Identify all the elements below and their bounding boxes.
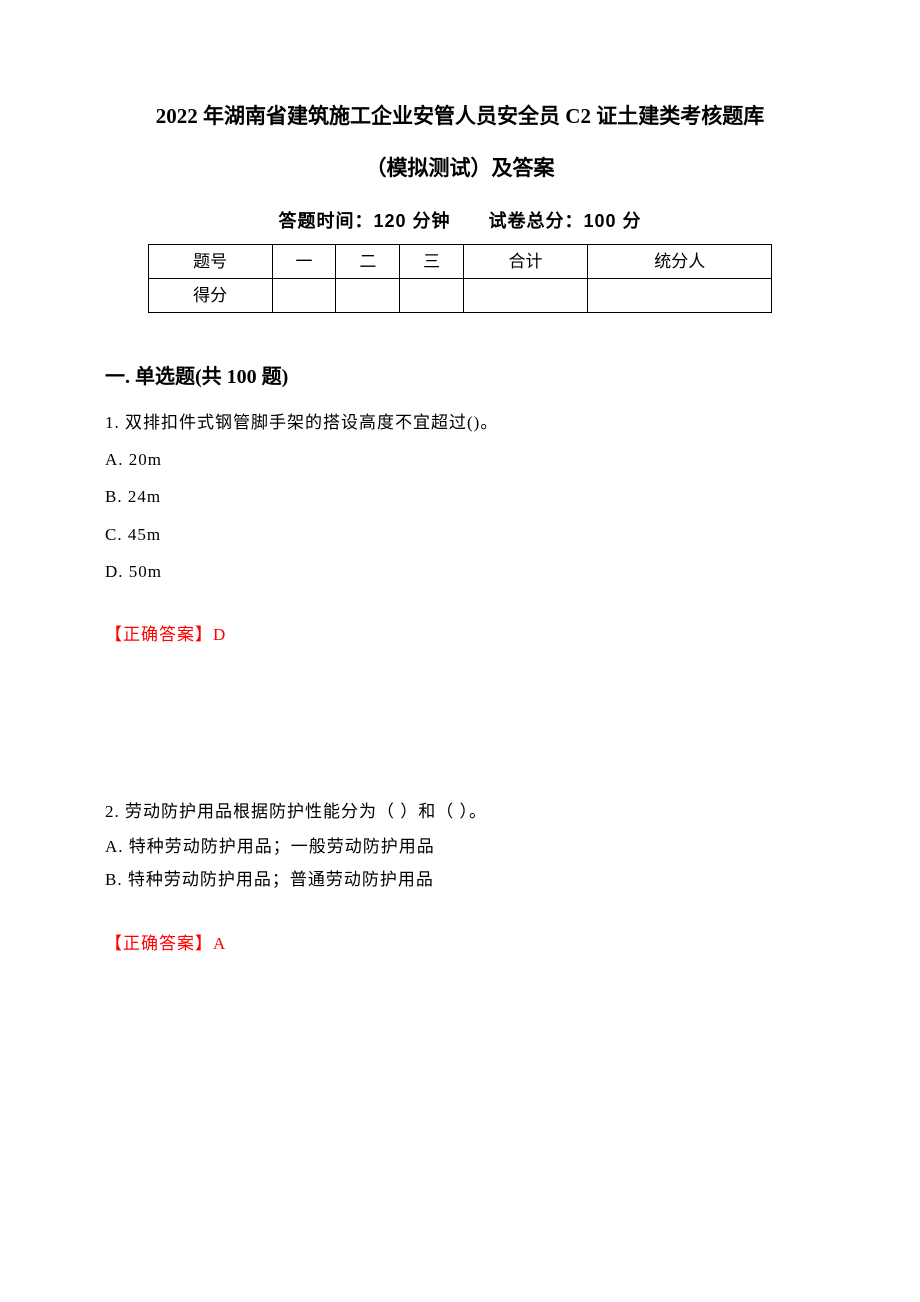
table-score-row: 得分 <box>148 278 772 312</box>
table-header-row: 题号 一 二 三 合计 统分人 <box>148 244 772 278</box>
question-1-option-b: B. 24m <box>105 483 815 510</box>
table-cell <box>588 278 772 312</box>
question-1-option-c: C. 45m <box>105 521 815 548</box>
question-1-text: 1. 双排扣件式钢管脚手架的搭设高度不宜超过()。 <box>105 409 815 436</box>
section-title: 一. 单选题(共 100 题) <box>105 361 815 393</box>
table-header-cell: 一 <box>272 244 336 278</box>
question-1-answer: 【正确答案】D <box>105 621 815 648</box>
question-2-option-a: A. 特种劳动防护用品；一般劳动防护用品 <box>105 833 815 860</box>
table-cell <box>336 278 400 312</box>
table-header-cell: 题号 <box>148 244 272 278</box>
table-header-cell: 三 <box>400 244 464 278</box>
question-2-option-b: B. 特种劳动防护用品；普通劳动防护用品 <box>105 866 815 893</box>
answer-label: 【正确答案】 <box>105 625 213 644</box>
table-header-cell: 统分人 <box>588 244 772 278</box>
answer-value: A <box>213 934 226 953</box>
table-cell <box>464 278 588 312</box>
document-title-line1: 2022 年湖南省建筑施工企业安管人员安全员 C2 证土建类考核题库 <box>105 100 815 134</box>
table-header-cell: 二 <box>336 244 400 278</box>
table-header-cell: 合计 <box>464 244 588 278</box>
table-cell <box>272 278 336 312</box>
question-2-block: 2. 劳动防护用品根据防护性能分为（ ）和（ ）。 A. 特种劳动防护用品；一般… <box>105 798 815 957</box>
answer-value: D <box>213 625 226 644</box>
document-title-line2: （模拟测试）及答案 <box>105 152 815 186</box>
question-2-answer: 【正确答案】A <box>105 930 815 957</box>
answer-label: 【正确答案】 <box>105 934 213 953</box>
question-1-option-a: A. 20m <box>105 446 815 473</box>
question-1-option-d: D. 50m <box>105 558 815 585</box>
question-1-block: 1. 双排扣件式钢管脚手架的搭设高度不宜超过()。 A. 20m B. 24m … <box>105 409 815 648</box>
table-cell <box>400 278 464 312</box>
table-row-label: 得分 <box>148 278 272 312</box>
question-2-text: 2. 劳动防护用品根据防护性能分为（ ）和（ ）。 <box>105 798 815 825</box>
score-table: 题号 一 二 三 合计 统分人 得分 <box>148 244 773 313</box>
exam-info: 答题时间：120 分钟 试卷总分：100 分 <box>105 207 815 236</box>
